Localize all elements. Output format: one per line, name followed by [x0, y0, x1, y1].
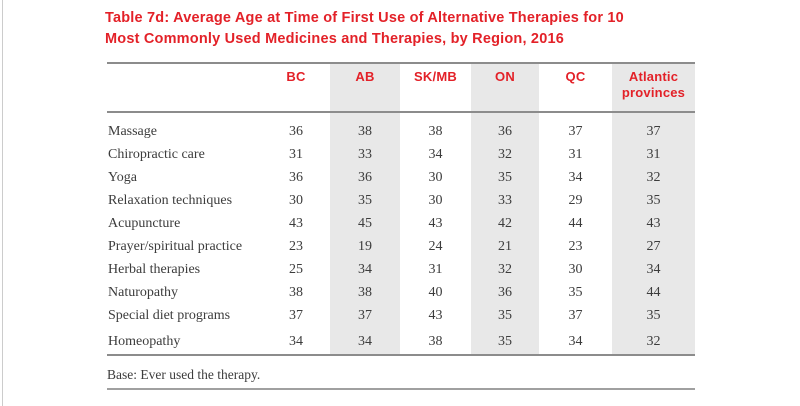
- table-body: Massage 36 38 38 36 37 37 Chiropractic care 31 33…: [107, 113, 695, 353]
- cell-value: 32: [498, 261, 512, 277]
- column-header-atlantic: Atlantic provinces: [621, 69, 686, 100]
- cell-value: 31: [646, 146, 661, 162]
- table-title-line2: Most Commonly Used Medicines and Therapi…: [105, 31, 564, 47]
- table-row: Massage 36 38 38 36 37 37: [107, 120, 695, 143]
- row-label: Yoga: [108, 169, 137, 185]
- cell-value: 35: [646, 307, 661, 323]
- cell-value: 31: [428, 261, 443, 277]
- row-label: Acupuncture: [108, 215, 181, 231]
- row-label: Homeopathy: [108, 333, 181, 349]
- cell-value: 31: [568, 146, 583, 162]
- cell-value: 25: [289, 261, 303, 277]
- table-row: Yoga 36 36 30 35 34 32: [107, 166, 695, 189]
- table-title: Table 7d: Average Age at Time of First U…: [105, 8, 624, 50]
- cell-value: 19: [358, 238, 372, 254]
- cell-value: 38: [358, 284, 372, 300]
- table-header-rule: [107, 111, 695, 113]
- cell-value: 32: [646, 169, 661, 185]
- cell-value: 30: [428, 169, 443, 185]
- cell-value: 34: [568, 333, 583, 349]
- cell-value: 37: [289, 307, 303, 323]
- cell-value: 37: [568, 123, 583, 139]
- column-header-skmb: SK/MB: [414, 69, 457, 84]
- column-header-qc: QC: [565, 69, 586, 84]
- data-table: BC AB SK/MB ON QC Atlantic provinces Mas…: [107, 63, 695, 353]
- cell-value: 38: [428, 123, 443, 139]
- cell-value: 35: [498, 333, 512, 349]
- cell-value: 38: [289, 284, 303, 300]
- cell-value: 37: [568, 307, 583, 323]
- cell-value: 35: [568, 284, 583, 300]
- table-footnote: Base: Ever used the therapy.: [107, 367, 261, 382]
- cell-value: 21: [498, 238, 512, 254]
- cell-value: 30: [428, 192, 443, 208]
- cell-value: 36: [358, 169, 372, 185]
- row-label: Naturopathy: [108, 284, 178, 300]
- cell-value: 40: [428, 284, 443, 300]
- cell-value: 36: [498, 284, 512, 300]
- cell-value: 36: [498, 123, 512, 139]
- cell-value: 43: [428, 307, 443, 323]
- cell-value: 23: [289, 238, 303, 254]
- cell-value: 43: [428, 215, 443, 231]
- cell-value: 30: [568, 261, 583, 277]
- cell-value: 45: [358, 215, 372, 231]
- cell-value: 35: [358, 192, 372, 208]
- cell-value: 38: [358, 123, 372, 139]
- cell-value: 32: [498, 146, 512, 162]
- cell-value: 34: [428, 146, 443, 162]
- cell-value: 33: [358, 146, 372, 162]
- cell-value: 34: [358, 261, 372, 277]
- cell-value: 24: [428, 238, 443, 254]
- cell-value: 42: [498, 215, 512, 231]
- cell-value: 36: [289, 123, 303, 139]
- table-title-line1: Table 7d: Average Age at Time of First U…: [105, 10, 624, 26]
- cell-value: 35: [498, 169, 512, 185]
- cell-value: 38: [428, 333, 443, 349]
- cell-value: 44: [568, 215, 583, 231]
- cell-value: 34: [358, 333, 372, 349]
- cell-value: 31: [289, 146, 303, 162]
- table-row: Special diet programs 37 37 43 35 37 35: [107, 304, 695, 327]
- table-row: Herbal therapies 25 34 31 32 30 34: [107, 258, 695, 281]
- cell-value: 43: [646, 215, 661, 231]
- cell-value: 27: [646, 238, 661, 254]
- row-label: Chiropractic care: [108, 146, 205, 162]
- cell-value: 37: [358, 307, 372, 323]
- table-header-row: BC AB SK/MB ON QC Atlantic provinces: [107, 63, 695, 113]
- footnote-rule: [107, 388, 695, 390]
- cell-value: 30: [289, 192, 303, 208]
- cell-value: 29: [568, 192, 583, 208]
- cell-value: 35: [498, 307, 512, 323]
- cell-value: 32: [646, 333, 661, 349]
- cell-value: 23: [568, 238, 583, 254]
- cell-value: 34: [568, 169, 583, 185]
- row-label: Prayer/spiritual practice: [108, 238, 243, 254]
- column-header-on: ON: [495, 69, 515, 84]
- cell-value: 37: [646, 123, 661, 139]
- table-row: Naturopathy 38 38 40 36 35 44: [107, 281, 695, 304]
- row-label: Special diet programs: [108, 307, 231, 323]
- table-row: Homeopathy 34 34 38 35 34 32: [107, 330, 695, 353]
- cell-value: 33: [498, 192, 512, 208]
- table-bottom-rule: [107, 354, 695, 356]
- column-header-ab: AB: [355, 69, 375, 84]
- cell-value: 35: [646, 192, 661, 208]
- table-row: Relaxation techniques 30 35 30 33 29 35: [107, 189, 695, 212]
- cell-value: 36: [289, 169, 303, 185]
- row-label: Herbal therapies: [108, 261, 201, 277]
- table-row: Prayer/spiritual practice 23 19 24 21 23 27: [107, 235, 695, 258]
- page-edge-line: [2, 0, 3, 406]
- table-row: Acupuncture 43 45 43 42 44 43: [107, 212, 695, 235]
- cell-value: 34: [646, 261, 661, 277]
- column-header-bc: BC: [286, 69, 306, 84]
- cell-value: 34: [289, 333, 303, 349]
- table-top-rule: [107, 62, 695, 64]
- row-label: Massage: [108, 123, 157, 139]
- row-label: Relaxation techniques: [108, 192, 233, 208]
- cell-value: 43: [289, 215, 303, 231]
- table-row: Chiropractic care 31 33 34 32 31 31: [107, 143, 695, 166]
- cell-value: 44: [646, 284, 661, 300]
